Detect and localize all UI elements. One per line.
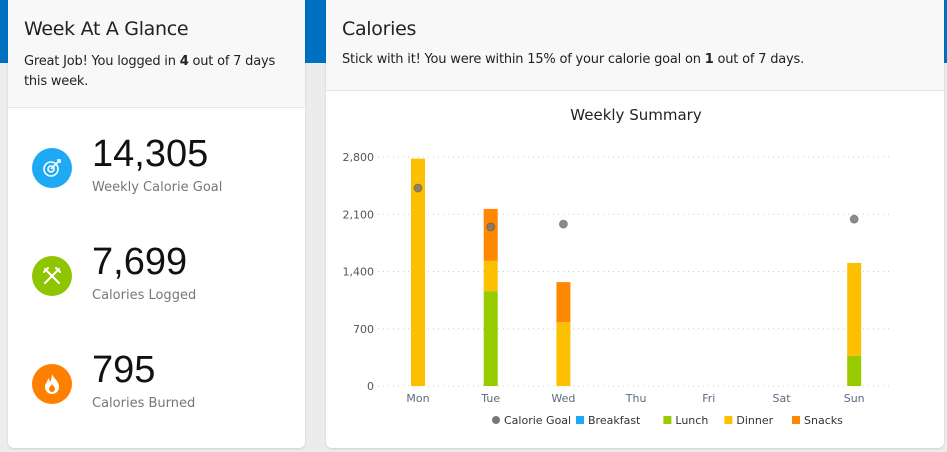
x-tick-label: Fri <box>702 392 715 405</box>
x-tick-label: Sat <box>772 392 791 405</box>
stat-value: 7,699 <box>92 241 188 283</box>
legend-snacks-label: Snacks <box>804 414 843 427</box>
chart-title: Weekly Summary <box>570 106 702 124</box>
subtitle-text: out of 7 days. <box>713 52 805 67</box>
legend-dinner-marker <box>724 416 733 424</box>
y-tick-label: 2,100 <box>343 208 375 221</box>
legend-lunch-marker <box>663 416 672 424</box>
days-within-goal-count: 1 <box>704 52 714 67</box>
subtitle-text: Great Job! You logged in <box>24 54 180 69</box>
stat-value: 795 <box>92 349 156 391</box>
calorie-goal-point <box>486 222 496 232</box>
x-tick-label: Thu <box>625 392 647 405</box>
stat-calories-burned: 795 Calories Burned <box>32 348 195 411</box>
x-tick-label: Mon <box>406 392 429 405</box>
days-logged-count: 4 <box>179 54 189 69</box>
card-subtitle: Stick with it! You were within 15% of yo… <box>342 50 928 70</box>
legend-breakfast-marker <box>576 416 584 424</box>
legend-calorie-goal-label: Calorie Goal <box>504 414 571 427</box>
card-title: Calories <box>342 18 417 40</box>
bar-dinner <box>847 262 862 356</box>
bar-lunch <box>483 291 498 386</box>
card-header: Calories Stick with it! You were within … <box>326 0 944 91</box>
calorie-goal-point <box>413 183 423 193</box>
target-icon <box>32 148 72 188</box>
stat-value: 14,305 <box>92 133 209 175</box>
card-title: Week At A Glance <box>24 18 189 40</box>
bar-snacks <box>483 208 498 261</box>
bar-dinner <box>556 322 571 386</box>
card-header: Week At A Glance Great Job! You logged i… <box>8 0 305 108</box>
weekly-summary-chart: Weekly Summary 0 700 1,400 2,100 2,800 Mon Tue… <box>343 106 892 427</box>
stat-calories-logged: 7,699 Calories Logged <box>32 240 196 303</box>
subtitle-text: out of 7 days this week. <box>24 54 276 89</box>
stat-label: Calories Logged <box>92 288 197 303</box>
y-tick-label: 2,800 <box>343 151 375 164</box>
subtitle-text: Stick with it! You were within 15% of yo… <box>342 52 705 67</box>
stat-label: Calories Burned <box>92 396 196 411</box>
x-tick-label: Tue <box>480 392 500 405</box>
x-tick-label: Wed <box>551 392 575 405</box>
legend-breakfast-label: Breakfast <box>588 414 641 427</box>
legend-snacks-marker <box>792 416 800 424</box>
week-at-a-glance-card: Week At A Glance Great Job! You logged i… <box>8 0 305 448</box>
y-tick-label: 700 <box>353 323 374 336</box>
y-tick-label: 1,400 <box>343 266 375 279</box>
fork-knife-icon <box>32 256 72 296</box>
bar-dinner <box>483 260 498 292</box>
stat-label: Weekly Calorie Goal <box>92 180 223 195</box>
bar-snacks <box>556 282 571 323</box>
calorie-goal-point <box>558 219 568 229</box>
x-tick-label: Sun <box>844 392 865 405</box>
calories-card: Calories Stick with it! You were within … <box>326 0 944 448</box>
flame-icon <box>32 364 72 404</box>
legend-calorie-goal-marker <box>492 416 500 424</box>
stat-weekly-goal: 14,305 Weekly Calorie Goal <box>32 132 222 195</box>
card-subtitle: Great Job! You logged in 4 out of 7 days… <box>24 52 289 92</box>
bar-lunch <box>847 355 862 386</box>
calorie-goal-point <box>849 214 859 224</box>
legend-lunch-label: Lunch <box>675 414 708 427</box>
bar-dinner <box>411 158 425 386</box>
y-tick-label: 0 <box>367 380 374 393</box>
legend-dinner-label: Dinner <box>736 414 773 427</box>
